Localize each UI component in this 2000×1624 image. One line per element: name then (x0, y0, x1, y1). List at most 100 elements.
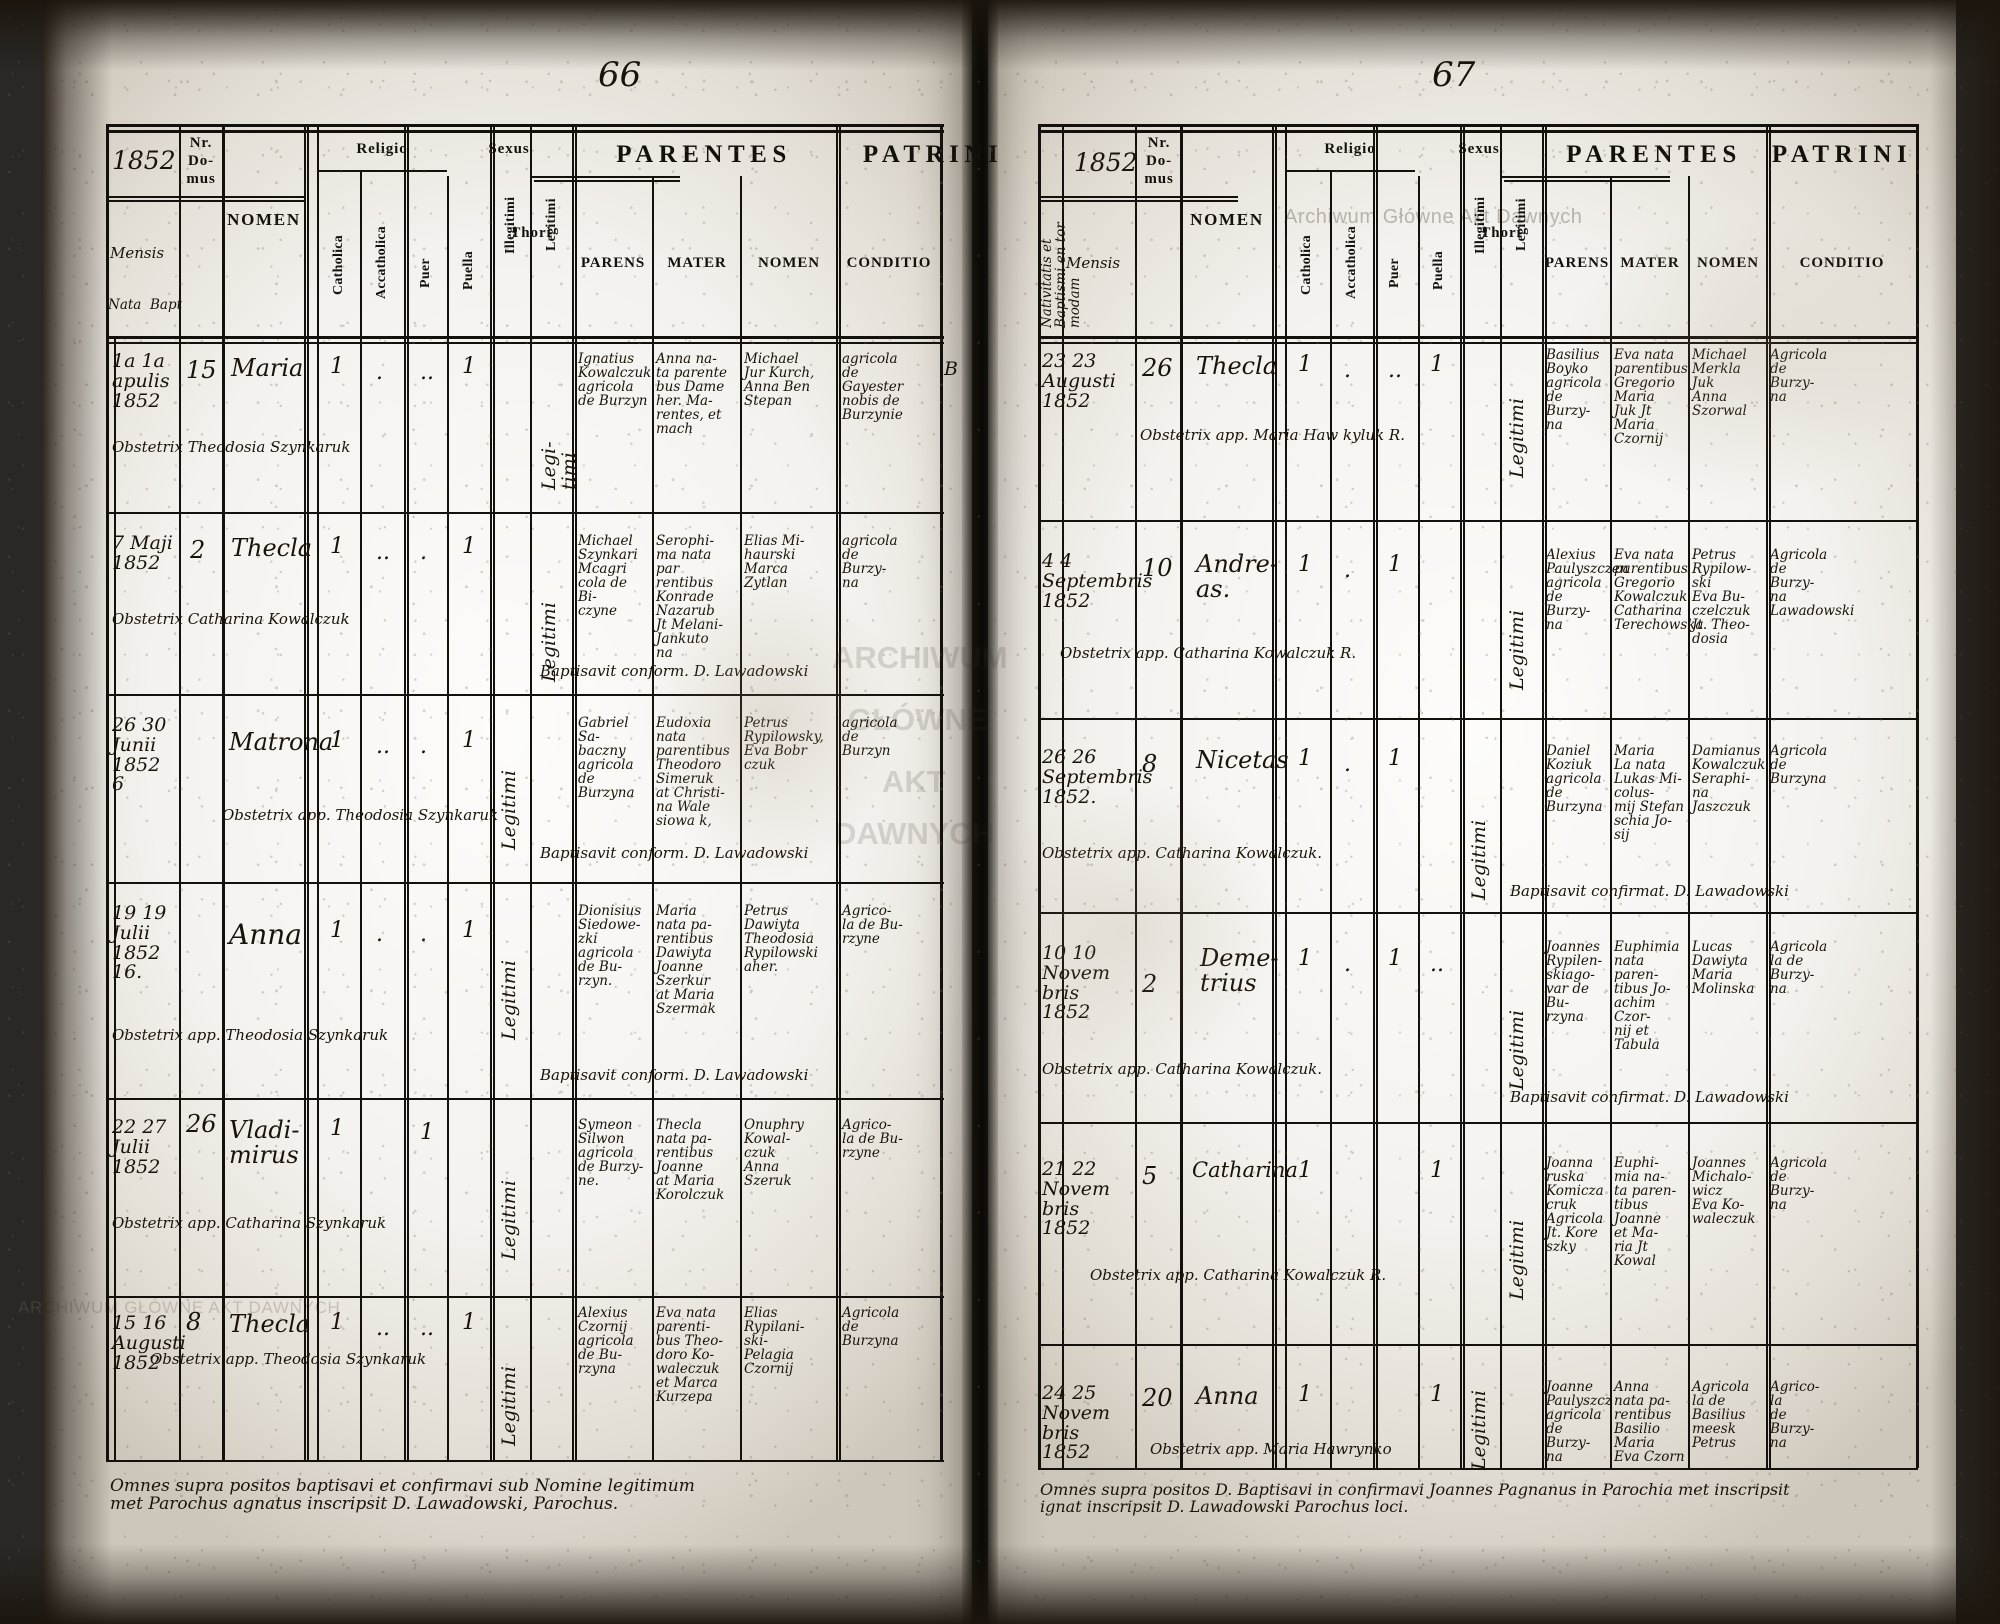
right-row3-date: 10 10 Novem bris 1852 (1042, 942, 1111, 1024)
right-nr-domus-l2: Do- (1145, 152, 1173, 169)
left-row2-date: 26 30 Junii 1852 6 (112, 714, 167, 796)
right-row0-parens: Basilius Boyko agricola de Burzy- na (1546, 347, 1602, 434)
left-row4-puer: 1 (420, 1120, 434, 1145)
right-mater-header: MATER (1620, 254, 1680, 271)
right-mensis-header: Mensis (1066, 254, 1121, 272)
left-mater-header: MATER (667, 254, 727, 271)
left-row2-catholica: 1 (330, 728, 344, 753)
left-row2-accatholica: .. (376, 734, 390, 759)
left-row0-thori: Legi- timi (538, 441, 580, 490)
left-row0-mark: B (944, 358, 958, 380)
left-page-leaf (42, 0, 972, 1624)
left-row3-conditio: Agrico- la de Bu- rzyne (842, 903, 903, 948)
right-row0-conditio: Agricola de Burzy- na (1770, 347, 1828, 406)
left-row1-domus: 2 (190, 536, 206, 564)
right-row4-domus: 5 (1142, 1162, 1158, 1190)
right-row5-patrini-nomen: Agricola la de Basilius meesk Petrus (1692, 1379, 1750, 1452)
right-nr-domus-l3: mus (1144, 170, 1174, 187)
right-row2-conditio: Agricola de Burzyna (1770, 743, 1828, 788)
left-row2-puella: 1 (462, 728, 476, 753)
right-row2-mater: Maria La nata Lukas Mi- colus- mij Stefa… (1614, 743, 1684, 844)
left-row0-patrini-nomen: Michael Jur Kurch, Anna Ben Stepan (744, 351, 815, 410)
left-nr-domus-l2: Do- (187, 152, 215, 169)
right-row5-date: 24 25 Novem bris 1852 (1042, 1382, 1111, 1464)
right-row1-puer: 1 (1388, 552, 1402, 577)
right-row2-patrini-nomen: Damianus Kowalczuk Seraphi- na Jaszczuk (1692, 743, 1766, 816)
right-row0-puer: .. (1388, 358, 1402, 383)
right-row3-parens: Joannes Rypilen- skiago- var de Bu- rzyn… (1546, 939, 1603, 1026)
right-row1-catholica: 1 (1298, 552, 1312, 577)
right-thori-header: Thori (1480, 224, 1522, 241)
left-row2-parens: Gabriel Sa- baczny agricola de Burzyna (578, 715, 635, 802)
left-puer-header: Puer (418, 258, 433, 288)
left-conditio-header: CONDITIO (846, 254, 932, 271)
right-nomen-header: NOMEN (1190, 210, 1264, 229)
right-row4-nomen: Catharina (1192, 1158, 1298, 1182)
left-row1-patrini-nomen: Elias Mi- haurski Marca Zytlan (744, 533, 805, 592)
left-row3-patrini-nomen: Petrus Dawiyta Theodosia Rypilowski aher… (744, 903, 818, 976)
right-row0-mater: Eva nata parentibus Gregorio Maria Juk J… (1614, 347, 1688, 448)
archive-watermark-right: Archiwum Główne Akt Dawnych (1284, 206, 1583, 228)
right-row2-nomen: Nicetas (1196, 746, 1289, 774)
right-row4-thori: Legitimi (1506, 1220, 1528, 1300)
right-row4-date: 21 22 Novem bris 1852 (1042, 1158, 1111, 1240)
left-row0-nomen: Maria (231, 354, 304, 382)
right-row5-conditio: Agrico- la de Burzy- na (1770, 1379, 1820, 1452)
left-row0-puer: .. (420, 360, 434, 385)
left-row1-note: Obstetrix Catharina Kowalczuk (112, 610, 350, 628)
left-row5-patrini-nomen: Elias Rypilani- ski- Pelagia Czornij (744, 1305, 805, 1378)
left-row5-puer: .. (420, 1316, 434, 1341)
right-religio-header: Religio (1324, 140, 1376, 157)
right-row1-accatholica: . (1344, 558, 1351, 583)
right-row0-nomen: Thecla (1196, 352, 1278, 380)
left-bapt-header: Bapt (150, 297, 183, 313)
right-row5-mater: Anna nata pa- rentibus Basilio Maria Eva… (1614, 1379, 1685, 1466)
right-row0-domus: 26 (1142, 354, 1173, 382)
left-patrini-header: PATRINI (862, 141, 1004, 168)
left-row4-parens: Symeon Silwon agricola de Burzy- ne. (578, 1117, 644, 1190)
right-row1-domus: 10 (1142, 554, 1173, 582)
left-row5-date: 15 16 Augusti 1852 (112, 1312, 186, 1374)
left-catholica-header: Catholica (331, 234, 346, 296)
right-row1-date: 4 4 Septembris 1852 (1042, 550, 1153, 612)
left-row0-catholica: 1 (330, 354, 344, 379)
right-row4-note: Obstetrix app. Catharina Kowalczuk R. (1090, 1266, 1387, 1284)
left-row0-puella: 1 (462, 354, 476, 379)
left-row1-conditio: agricola de Burzy- na (842, 533, 898, 592)
left-page-footer: Omnes supra positos baptisavi et confirm… (110, 1476, 695, 1514)
left-row2-patrini-nomen: Petrus Rypilowsky, Eva Bobr czuk (744, 715, 824, 774)
left-thori-header: Thori (510, 224, 552, 241)
left-row2-thori: Legitimi (498, 770, 520, 850)
right-conditio-header: CONDITIO (1799, 254, 1885, 271)
right-row0-note: Obstetrix app. Maria Haw kyluk R. (1140, 426, 1405, 444)
left-accatholica-header: Accatholica (374, 225, 389, 299)
left-row0-domus: 15 (186, 356, 217, 384)
left-row1-date: 7 Maji 1852 (112, 532, 173, 574)
left-row1-accatholica: .. (376, 540, 390, 565)
left-row5-domus: 8 (186, 1308, 202, 1336)
left-row1-parens: Michael Szynkari Mcagri cola de Bi- czyn… (578, 533, 638, 620)
left-row2-mater: Eudoxia nata parentibus Theodoro Simeruk… (656, 715, 730, 830)
left-row4-thori: Legitimi (498, 1180, 520, 1260)
left-row5-conditio: Agricola de Burzyna (842, 1305, 900, 1350)
right-vertical-header: Nativitatis et Baptismi en tor modam (1039, 222, 1084, 328)
left-row5-catholica: 1 (330, 1310, 344, 1335)
page-number-right: 67 (1432, 55, 1476, 95)
right-row3-conditio: Agricola la de Burzy- na (1770, 939, 1828, 998)
left-row3-date: 19 19 Julii 1852 16. (112, 902, 167, 984)
left-row2-conditio: agricola de Burzyn (842, 715, 898, 760)
right-row3-accatholica: . (1344, 952, 1351, 977)
left-row5-note: Obstetrix app. Theodosia Szynkaruk (150, 1350, 427, 1368)
right-page-footer: Omnes supra positos D. Baptisavi in conf… (1040, 1480, 1790, 1516)
left-row0-conditio: agricola de Gayester nobis de Burzynie (842, 351, 904, 424)
left-row3-puer: . (420, 922, 427, 947)
left-row3-puella: 1 (462, 918, 476, 943)
left-row3-parens: Dionisius Siedowe- zki agricola de Bu- r… (578, 903, 642, 990)
right-row4-parens: Joanna ruska Komicza cruk Agricola Jt. K… (1546, 1155, 1604, 1256)
left-row3-accatholica: . (376, 922, 383, 947)
right-row1-note: Obstetrix app. Catharina Kowalczuk R. (1060, 644, 1357, 662)
left-row2-note2: Baptisavit conform. D. Lawadowski (540, 844, 809, 862)
left-row4-note: Obstetrix app. Catharina Szynkaruk (112, 1214, 387, 1232)
right-row4-conditio: Agricola de Burzy- na (1770, 1155, 1828, 1214)
right-row0-puella: 1 (1430, 352, 1444, 377)
